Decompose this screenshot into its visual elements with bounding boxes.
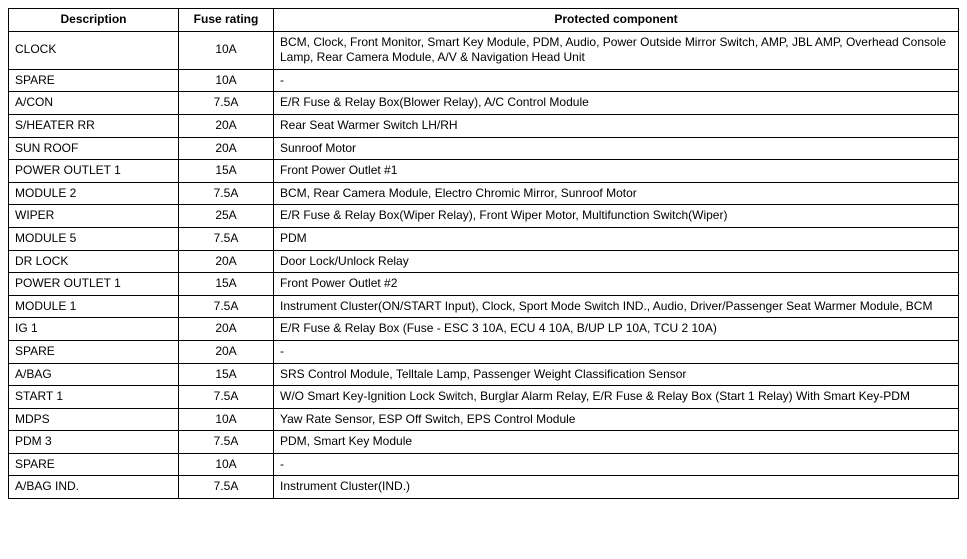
cell-description: MODULE 5 xyxy=(9,227,179,250)
cell-description: SPARE xyxy=(9,453,179,476)
cell-description: MODULE 2 xyxy=(9,182,179,205)
cell-description: START 1 xyxy=(9,386,179,409)
cell-component: BCM, Clock, Front Monitor, Smart Key Mod… xyxy=(274,31,959,69)
cell-component: E/R Fuse & Relay Box (Fuse - ESC 3 10A, … xyxy=(274,318,959,341)
table-row: SUN ROOF20ASunroof Motor xyxy=(9,137,959,160)
cell-description: POWER OUTLET 1 xyxy=(9,273,179,296)
cell-rating: 15A xyxy=(179,160,274,183)
header-row: Description Fuse rating Protected compon… xyxy=(9,9,959,32)
cell-description: A/BAG xyxy=(9,363,179,386)
table-header: Description Fuse rating Protected compon… xyxy=(9,9,959,32)
cell-description: DR LOCK xyxy=(9,250,179,273)
table-row: START 17.5AW/O Smart Key-Ignition Lock S… xyxy=(9,386,959,409)
cell-rating: 7.5A xyxy=(179,431,274,454)
table-row: DR LOCK20ADoor Lock/Unlock Relay xyxy=(9,250,959,273)
cell-component: E/R Fuse & Relay Box(Blower Relay), A/C … xyxy=(274,92,959,115)
cell-rating: 20A xyxy=(179,250,274,273)
table-row: PDM 37.5APDM, Smart Key Module xyxy=(9,431,959,454)
cell-description: A/CON xyxy=(9,92,179,115)
table-row: A/CON7.5AE/R Fuse & Relay Box(Blower Rel… xyxy=(9,92,959,115)
cell-description: SPARE xyxy=(9,69,179,92)
table-row: MODULE 27.5ABCM, Rear Camera Module, Ele… xyxy=(9,182,959,205)
table-row: MODULE 57.5APDM xyxy=(9,227,959,250)
cell-rating: 15A xyxy=(179,273,274,296)
table-row: CLOCK10ABCM, Clock, Front Monitor, Smart… xyxy=(9,31,959,69)
cell-rating: 7.5A xyxy=(179,227,274,250)
cell-rating: 20A xyxy=(179,318,274,341)
table-row: SPARE10A- xyxy=(9,453,959,476)
table-row: POWER OUTLET 115AFront Power Outlet #2 xyxy=(9,273,959,296)
cell-rating: 20A xyxy=(179,114,274,137)
cell-component: E/R Fuse & Relay Box(Wiper Relay), Front… xyxy=(274,205,959,228)
cell-rating: 20A xyxy=(179,340,274,363)
cell-rating: 10A xyxy=(179,453,274,476)
cell-rating: 10A xyxy=(179,31,274,69)
cell-component: Sunroof Motor xyxy=(274,137,959,160)
table-row: POWER OUTLET 115AFront Power Outlet #1 xyxy=(9,160,959,183)
cell-component: Instrument Cluster(IND.) xyxy=(274,476,959,499)
cell-description: IG 1 xyxy=(9,318,179,341)
table-row: SPARE20A- xyxy=(9,340,959,363)
cell-component: W/O Smart Key-Ignition Lock Switch, Burg… xyxy=(274,386,959,409)
cell-description: POWER OUTLET 1 xyxy=(9,160,179,183)
cell-component: Rear Seat Warmer Switch LH/RH xyxy=(274,114,959,137)
cell-rating: 7.5A xyxy=(179,295,274,318)
cell-rating: 10A xyxy=(179,69,274,92)
table-row: MDPS10AYaw Rate Sensor, ESP Off Switch, … xyxy=(9,408,959,431)
cell-rating: 15A xyxy=(179,363,274,386)
cell-description: CLOCK xyxy=(9,31,179,69)
cell-description: WIPER xyxy=(9,205,179,228)
cell-component: PDM, Smart Key Module xyxy=(274,431,959,454)
cell-rating: 10A xyxy=(179,408,274,431)
col-header-component: Protected component xyxy=(274,9,959,32)
cell-component: SRS Control Module, Telltale Lamp, Passe… xyxy=(274,363,959,386)
cell-component: PDM xyxy=(274,227,959,250)
table-row: A/BAG15ASRS Control Module, Telltale Lam… xyxy=(9,363,959,386)
cell-component: BCM, Rear Camera Module, Electro Chromic… xyxy=(274,182,959,205)
cell-rating: 7.5A xyxy=(179,92,274,115)
fuse-table: Description Fuse rating Protected compon… xyxy=(8,8,959,499)
cell-component: Instrument Cluster(ON/START Input), Cloc… xyxy=(274,295,959,318)
cell-description: S/HEATER RR xyxy=(9,114,179,137)
cell-rating: 7.5A xyxy=(179,476,274,499)
cell-description: SPARE xyxy=(9,340,179,363)
cell-description: MDPS xyxy=(9,408,179,431)
table-row: SPARE10A- xyxy=(9,69,959,92)
cell-component: - xyxy=(274,453,959,476)
table-row: WIPER25AE/R Fuse & Relay Box(Wiper Relay… xyxy=(9,205,959,228)
cell-component: - xyxy=(274,69,959,92)
cell-component: Yaw Rate Sensor, ESP Off Switch, EPS Con… xyxy=(274,408,959,431)
cell-rating: 25A xyxy=(179,205,274,228)
cell-component: Front Power Outlet #2 xyxy=(274,273,959,296)
table-row: MODULE 17.5AInstrument Cluster(ON/START … xyxy=(9,295,959,318)
cell-description: PDM 3 xyxy=(9,431,179,454)
cell-description: MODULE 1 xyxy=(9,295,179,318)
cell-rating: 7.5A xyxy=(179,182,274,205)
table-row: IG 120AE/R Fuse & Relay Box (Fuse - ESC … xyxy=(9,318,959,341)
col-header-description: Description xyxy=(9,9,179,32)
table-row: A/BAG IND.7.5AInstrument Cluster(IND.) xyxy=(9,476,959,499)
cell-rating: 20A xyxy=(179,137,274,160)
table-row: S/HEATER RR20ARear Seat Warmer Switch LH… xyxy=(9,114,959,137)
cell-component: Door Lock/Unlock Relay xyxy=(274,250,959,273)
cell-description: SUN ROOF xyxy=(9,137,179,160)
table-body: CLOCK10ABCM, Clock, Front Monitor, Smart… xyxy=(9,31,959,498)
cell-component: Front Power Outlet #1 xyxy=(274,160,959,183)
cell-component: - xyxy=(274,340,959,363)
cell-rating: 7.5A xyxy=(179,386,274,409)
cell-description: A/BAG IND. xyxy=(9,476,179,499)
col-header-rating: Fuse rating xyxy=(179,9,274,32)
